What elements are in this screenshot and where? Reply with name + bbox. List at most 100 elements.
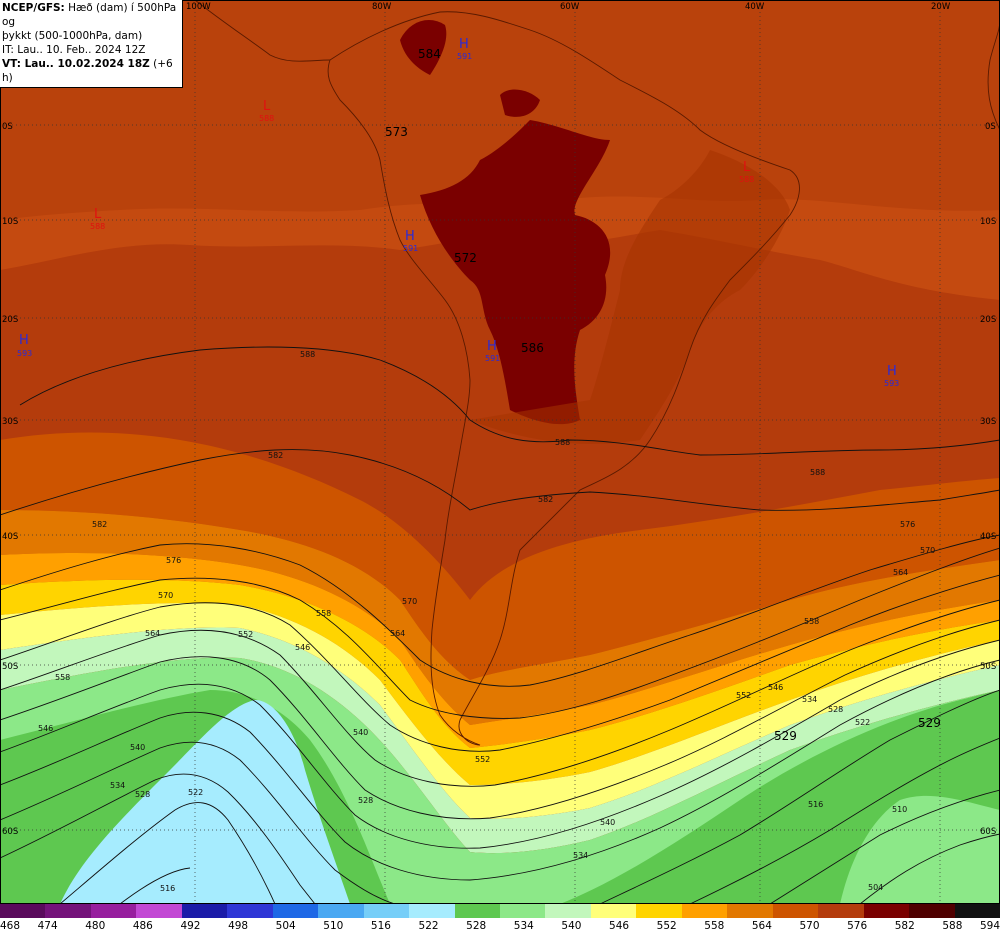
contour-label: 588 [555, 438, 570, 447]
legend-swatch [772, 904, 819, 918]
contour-label: 552 [238, 630, 253, 639]
contour-label: 516 [160, 884, 175, 893]
lon-label: 20W [931, 2, 951, 12]
height-label: 573 [385, 125, 408, 139]
contour-552 [0, 619, 1000, 820]
model-name: NCEP/GFS: [2, 2, 65, 14]
band-564 [0, 510, 1000, 725]
contour-label: 570 [920, 546, 935, 555]
legend-swatches [0, 904, 1000, 918]
high-value: 591 [485, 354, 500, 363]
legend-value: 552 [656, 920, 677, 932]
legend-labels: 468 474 480 486 492 498 504 510 516 522 528 534 540 5… [0, 918, 1000, 934]
contour-label: 558 [804, 617, 819, 626]
info-box: NCEP/GFS: Hæð (dam) í 500hPa og þykkt (5… [0, 0, 183, 88]
lon-label: 60W [560, 2, 580, 12]
lon-label: 40W [745, 2, 765, 12]
lat-label-right: 0S [985, 122, 996, 132]
contour-558 [0, 599, 1000, 787]
height-label: 586 [521, 341, 544, 355]
coastline-africa [987, 19, 1000, 131]
legend-value: 540 [561, 920, 582, 932]
contour-label: 534 [573, 851, 588, 860]
legend-swatch [681, 904, 728, 918]
high-marker: H [405, 229, 415, 244]
contour-label: 552 [736, 691, 751, 700]
legend-value: 492 [180, 920, 201, 932]
lat-label: 60S [2, 827, 18, 837]
height-label: 572 [454, 251, 477, 265]
legend-value: 474 [37, 920, 58, 932]
lat-label-right: 20S [980, 315, 996, 325]
legend-swatch [363, 904, 410, 918]
band-552 [0, 579, 1000, 785]
contour-label: 516 [808, 800, 823, 809]
legend-swatch [454, 904, 500, 918]
contour-label: 540 [130, 743, 145, 752]
legend-value: 486 [132, 920, 153, 932]
contour-label: 582 [538, 495, 553, 504]
contour-564 [0, 574, 1000, 752]
contour-label: 546 [38, 724, 53, 733]
legend-swatch [318, 904, 364, 918]
info-line-2: þykkt (500-1000hPa, dam) [2, 30, 143, 42]
contour-label: 558 [316, 609, 331, 618]
legend-swatch [818, 904, 864, 918]
contour-label: 540 [600, 818, 615, 827]
legend-swatch [909, 904, 955, 918]
band-540 [0, 627, 1000, 854]
band-570 [0, 432, 1000, 680]
low-marker: L [743, 160, 751, 175]
lat-label-right: 40S [980, 532, 996, 542]
color-legend: 468 474 480 486 492 498 504 510 516 522 528 534 540 5… [0, 904, 1000, 934]
legend-value: 528 [466, 920, 487, 932]
contour-label: 570 [158, 591, 173, 600]
legend-value: 516 [370, 920, 391, 932]
contour-label: 564 [893, 568, 908, 577]
legend-swatch [136, 904, 182, 918]
height-label: 529 [774, 729, 797, 743]
lat-label: 50S [2, 662, 18, 672]
info-line-4: VT: Lau.. 10.02.2024 18Z (+6 h) [2, 57, 180, 85]
band-522 [60, 700, 350, 904]
high-marker: H [19, 333, 29, 348]
contour-label: 576 [166, 556, 181, 565]
high-marker: H [459, 37, 469, 52]
contour-label: 570 [402, 597, 417, 606]
legend-swatch [0, 904, 46, 918]
contour-label: 564 [390, 629, 405, 638]
legend-swatch [590, 904, 637, 918]
contour-582 [0, 449, 1000, 516]
info-line-3: IT: Lau.. 10. Feb.. 2024 12Z [2, 44, 146, 56]
contour-label: 588 [300, 350, 315, 359]
contour-570 [0, 547, 1000, 719]
height-contours [0, 346, 1000, 904]
band-582-continent [470, 150, 790, 444]
legend-swatch [45, 904, 91, 918]
legend-value: 570 [799, 920, 820, 932]
contour-label: 522 [855, 718, 870, 727]
legend-value: 564 [751, 920, 772, 932]
contour-label: 588 [810, 468, 825, 477]
band-534-east [840, 795, 1000, 904]
band-north-dark [0, 0, 1000, 220]
axis-labels: 100W 80W 60W 40W 20W 0S 10S 20S 30S 40S … [2, 2, 996, 837]
low-value: 588 [739, 175, 754, 184]
lat-label-right: 10S [980, 217, 996, 227]
info-line-1: NCEP/GFS: Hæð (dam) í 500hPa og [2, 1, 180, 29]
contour-540 [0, 659, 1000, 881]
legend-swatch [90, 904, 137, 918]
pressure-center-group: H 591 H 591 H 591 H 593 H 593 L 588 L 58… [17, 37, 899, 388]
height-label: 529 [918, 716, 941, 730]
contour-label: 528 [358, 796, 373, 805]
high-marker: H [887, 364, 897, 379]
contour-label: 534 [802, 695, 817, 704]
legend-value: 576 [847, 920, 868, 932]
high-value: 593 [17, 349, 32, 358]
legend-swatch [727, 904, 773, 918]
low-marker: L [94, 207, 102, 222]
low-value: 588 [259, 114, 274, 123]
high-marker: H [487, 339, 497, 354]
legend-value: 594 [979, 920, 1000, 932]
contour-588 [19, 346, 1000, 456]
